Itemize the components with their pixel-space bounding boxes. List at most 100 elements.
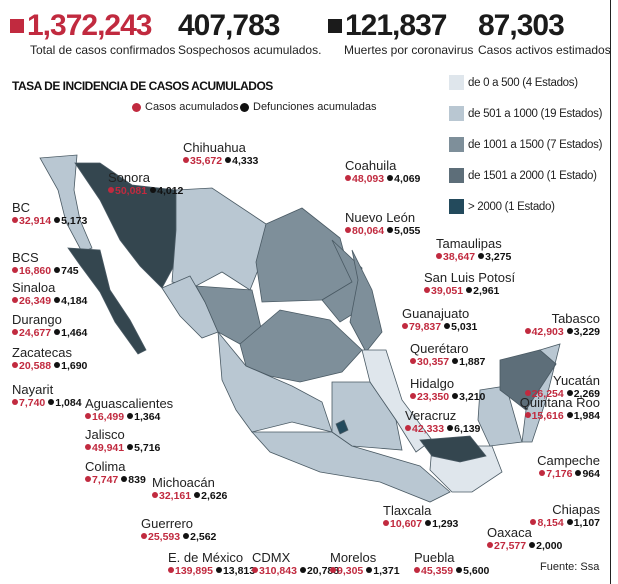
state-values: 7,747 839 [85, 474, 146, 486]
state-label-bc: BC 32,914 5,173 [12, 200, 87, 227]
state-name: CDMX [252, 550, 291, 565]
state-label-tabasco: Tabasco 42,903 3,229 [525, 311, 600, 338]
deaths-count: 4,184 [51, 295, 87, 307]
state-label-sinaloa: Sinaloa 26,349 4,184 [12, 280, 87, 307]
state-name: Campeche [537, 453, 600, 468]
state-name: Morelos [330, 550, 377, 565]
range-label: de 0 a 500 (4 Estados) [468, 76, 578, 89]
deaths-count: 2,269 [564, 388, 600, 400]
state-label-cdmx: CDMX 310,843 20,788 [252, 550, 339, 577]
deaths-count: 5,173 [51, 215, 87, 227]
cases-count: 7,747 [85, 474, 118, 486]
state-values: 79,837 5,031 [402, 321, 477, 333]
range-label: de 1501 a 2000 (1 Estado) [468, 169, 597, 182]
cases-count: 32,914 [12, 215, 51, 227]
state-values: 35,672 4,333 [183, 155, 258, 167]
state-values: 24,677 1,464 [12, 327, 87, 339]
legend-label: Casos acumulados [145, 101, 239, 113]
state-name: Puebla [414, 550, 455, 565]
state-label-chiapas: Chiapas 8,154 1,107 [530, 502, 600, 529]
cases-count: 139,895 [168, 565, 213, 577]
cases-count: 42,903 [525, 326, 564, 338]
deaths-count: 1,464 [51, 327, 87, 339]
cases-count: 8,154 [530, 517, 563, 529]
cases-count: 42,333 [405, 423, 444, 435]
state-label-zacatecas: Zacatecas 20,588 1,690 [12, 345, 87, 372]
state-name: BC [12, 200, 31, 215]
stat-label: Casos activos estimados [478, 43, 611, 57]
stat-value: 1,372,243 [27, 9, 152, 42]
deaths-count: 3,275 [475, 251, 511, 263]
deaths-count: 5,716 [124, 442, 160, 454]
deaths-count: 1,371 [363, 565, 399, 577]
deaths-count: 4,012 [147, 185, 183, 197]
state-name: Oaxaca [487, 525, 532, 540]
cases-count: 49,941 [85, 442, 124, 454]
state-values: 10,607 1,293 [383, 518, 458, 530]
cases-count: 50,081 [108, 185, 147, 197]
deaths-count: 6,139 [444, 423, 480, 435]
deaths-count: 2,961 [463, 285, 499, 297]
cases-count: 25,593 [141, 531, 180, 543]
cases-count: 9,305 [330, 565, 363, 577]
legend-deaths: Defunciones acumuladas [240, 101, 377, 113]
deaths-count: 1,084 [45, 397, 81, 409]
state-nuevo-leon [321, 239, 363, 323]
range-swatch [449, 106, 464, 121]
cases-count: 15,616 [525, 410, 564, 422]
state-label-tlaxcala: Tlaxcala 10,607 1,293 [383, 503, 458, 530]
state-chihuahua [171, 187, 267, 291]
cases-count: 16,499 [85, 411, 124, 423]
stat-suspected: 407,783 Sospechosos acumulados. [178, 10, 321, 58]
state-values: 25,593 2,562 [141, 531, 216, 543]
state-values: 27,577 2,000 [487, 540, 562, 552]
range-label: > 2000 (1 Estado) [468, 200, 555, 213]
deaths-count: 1,107 [564, 517, 600, 529]
state-values: 16,860 745 [12, 265, 79, 277]
stat-active: 87,303 Casos activos estimados [478, 10, 611, 58]
deaths-count: 5,055 [384, 225, 420, 237]
state-label-durango: Durango 24,677 1,464 [12, 312, 87, 339]
state-values: 50,081 4,012 [108, 185, 183, 197]
deaths-count: 5,031 [441, 321, 477, 333]
map-title: TASA DE INCIDENCIA DE CASOS ACUMULADOS [12, 79, 273, 93]
cases-count: 26,349 [12, 295, 51, 307]
cases-count: 79,837 [402, 321, 441, 333]
state-name: Sonora [108, 170, 150, 185]
range-swatch [449, 75, 464, 90]
state-name: Querétaro [410, 341, 469, 356]
legend-range: de 0 a 500 (4 Estados) [449, 75, 578, 90]
state-values: 42,333 6,139 [405, 423, 480, 435]
deaths-count: 3,229 [564, 326, 600, 338]
state-values: 9,305 1,371 [330, 565, 400, 577]
state-values: 30,357 1,887 [410, 356, 485, 368]
cases-count: 48,093 [345, 173, 384, 185]
deaths-count: 4,069 [384, 173, 420, 185]
cases-count: 39,051 [424, 285, 463, 297]
deaths-count: 1,984 [564, 410, 600, 422]
state-bc [39, 154, 93, 253]
state-name: Guanajuato [402, 306, 470, 321]
cases-count: 10,607 [383, 518, 422, 530]
legend-range: de 1001 a 1500 (7 Estados) [449, 137, 602, 152]
deaths-count: 2,562 [180, 531, 216, 543]
state-values: 139,895 13,813 [168, 565, 255, 577]
deaths-count: 4,333 [222, 155, 258, 167]
state-west [217, 330, 333, 433]
state-name: Michoacán [152, 475, 215, 490]
state-label-hidalgo: Hidalgo 23,350 3,210 [410, 376, 485, 403]
stat-total-cases: 1,372,243 Total de casos confirmados [10, 10, 175, 57]
state-name: Zacatecas [12, 345, 72, 360]
state-label-puebla: Puebla 45,359 5,600 [414, 550, 489, 577]
state-label-nayarit: Nayarit 7,740 1,084 [12, 382, 82, 409]
state-coahuila [255, 207, 353, 303]
legend-label: Defunciones acumuladas [253, 101, 377, 113]
state-tamaulipas [349, 249, 383, 353]
state-name: Aguascalientes [85, 396, 174, 411]
range-swatch [449, 168, 464, 183]
state-name: Guerrero [141, 516, 194, 531]
cases-count: 80,064 [345, 225, 384, 237]
state-tabasco [419, 435, 487, 463]
state-name: Yucatán [553, 373, 600, 388]
